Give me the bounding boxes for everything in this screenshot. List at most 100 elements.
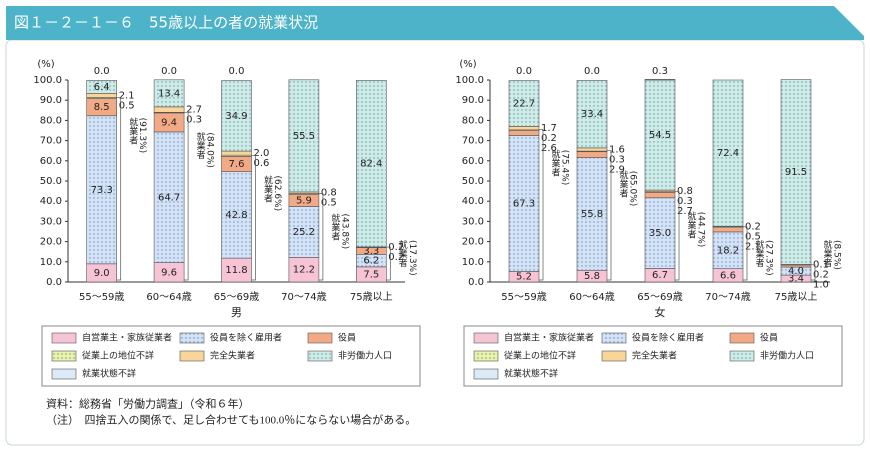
legend-swatch bbox=[52, 333, 76, 343]
employed-label: 就業者 bbox=[822, 239, 833, 267]
bar-segment bbox=[645, 79, 675, 80]
value-label: 25.2 bbox=[293, 227, 315, 238]
value-label: 0.3 bbox=[652, 66, 668, 77]
employed-value: (43.8%) bbox=[339, 214, 349, 250]
value-label: 5.2 bbox=[516, 272, 532, 283]
x-axis-title: 男 bbox=[231, 306, 242, 319]
value-label: 6.2 bbox=[363, 256, 379, 267]
value-label: 4.0 bbox=[788, 266, 804, 277]
y-tick-label: 40.0 bbox=[40, 196, 62, 207]
legend-pattern bbox=[730, 351, 754, 361]
legend-label: 就業状態不詳 bbox=[504, 368, 558, 380]
employed-label: 就業者 bbox=[550, 149, 561, 177]
value-label: 0.0 bbox=[516, 66, 532, 77]
value-label: 35.0 bbox=[649, 228, 671, 239]
x-tick-label: 75歳以上 bbox=[350, 291, 393, 303]
y-tick-label: 50.0 bbox=[462, 176, 484, 187]
legend-swatch bbox=[474, 333, 498, 343]
legend-swatch bbox=[52, 369, 76, 379]
value-label: 0.6 bbox=[254, 158, 270, 169]
employed-label: 就業者 bbox=[686, 211, 697, 239]
x-tick-label: 55～59歳 bbox=[501, 291, 546, 303]
legend-label: 就業状態不詳 bbox=[82, 368, 136, 380]
employed-value: (27.3%) bbox=[764, 240, 774, 276]
x-tick-label: 60～64歳 bbox=[569, 291, 614, 303]
x-tick-label: 75歳以上 bbox=[775, 291, 818, 303]
x-tick-label: 70～74歳 bbox=[281, 291, 326, 303]
value-label: 6.6 bbox=[720, 270, 736, 281]
value-label: 91.5 bbox=[785, 167, 807, 178]
y-tick-label: 90.0 bbox=[40, 95, 62, 106]
y-tick-label: 30.0 bbox=[462, 216, 484, 227]
legend-pattern bbox=[602, 333, 626, 343]
bar-segment bbox=[509, 130, 539, 135]
legend-swatch bbox=[180, 351, 204, 361]
employed-label: 就業者 bbox=[195, 131, 206, 159]
y-tick-label: 100.0 bbox=[455, 75, 484, 86]
legend-label: 自営業主・家族従業者 bbox=[504, 332, 594, 344]
value-label: 11.8 bbox=[225, 265, 247, 276]
legend-swatch bbox=[308, 333, 332, 343]
y-tick-label: 30.0 bbox=[40, 216, 62, 227]
legend-label: 役員 bbox=[338, 332, 356, 344]
value-label: 13.4 bbox=[158, 88, 180, 99]
legend-pattern bbox=[52, 351, 76, 361]
y-tick-label: 100.0 bbox=[33, 75, 62, 86]
value-label: 0.0 bbox=[229, 66, 245, 77]
employed-value: (65.0%) bbox=[628, 171, 638, 207]
employed-label: 就業者 bbox=[618, 170, 629, 198]
value-label: 8.5 bbox=[94, 102, 110, 113]
x-tick-label: 60～64歳 bbox=[146, 291, 191, 303]
value-label: 9.6 bbox=[161, 267, 177, 278]
value-label: 12.2 bbox=[293, 265, 315, 276]
value-label: 18.2 bbox=[717, 245, 739, 256]
value-label: 82.4 bbox=[360, 159, 382, 170]
bar-segment bbox=[781, 265, 811, 267]
y-tick-label: 70.0 bbox=[462, 136, 484, 147]
employed-value: (62.6%) bbox=[272, 176, 282, 212]
legend-label: 役員を除く雇用者 bbox=[632, 332, 704, 344]
legend-pattern bbox=[474, 351, 498, 361]
value-label: 0.0 bbox=[94, 66, 110, 77]
x-tick-label: 65～69歳 bbox=[637, 291, 682, 303]
x-axis-title: 女 bbox=[655, 305, 666, 319]
value-label: 0.0 bbox=[161, 66, 177, 77]
value-label: 54.5 bbox=[649, 130, 671, 141]
value-label: 0.5 bbox=[321, 198, 337, 209]
bar-segment bbox=[222, 151, 252, 155]
bar-segment bbox=[713, 228, 743, 232]
value-label: 55.8 bbox=[581, 209, 603, 220]
employed-label: 就業者 bbox=[262, 174, 273, 202]
y-tick-label: 60.0 bbox=[462, 156, 484, 167]
value-label: 64.7 bbox=[158, 192, 180, 203]
y-unit: (%) bbox=[459, 59, 476, 70]
employed-label: 就業者 bbox=[127, 116, 138, 144]
bar-segment bbox=[509, 126, 539, 129]
employed-value: (8.5%) bbox=[832, 240, 842, 270]
y-tick-label: 90.0 bbox=[462, 95, 484, 106]
y-tick-label: 20.0 bbox=[462, 237, 484, 248]
y-tick-label: 20.0 bbox=[40, 237, 62, 248]
value-label: 0.5 bbox=[119, 100, 135, 111]
x-tick-label: 55～59歳 bbox=[79, 291, 124, 303]
value-label: 42.8 bbox=[225, 210, 247, 221]
value-label: 73.3 bbox=[91, 185, 113, 196]
legend-label: 非労働力人口 bbox=[760, 350, 814, 362]
title: 図１－２－１－６ 55歳以上の者の就業状況 bbox=[14, 14, 318, 32]
employed-value: (75.4%) bbox=[560, 150, 570, 186]
value-label: 7.6 bbox=[229, 159, 245, 170]
y-tick-label: 80.0 bbox=[40, 115, 62, 126]
legend-swatch bbox=[602, 351, 626, 361]
x-tick-label: 70～74歳 bbox=[705, 291, 750, 303]
value-label: 5.8 bbox=[584, 271, 600, 282]
y-tick-label: 0.0 bbox=[468, 277, 484, 288]
legend-label: 完全失業者 bbox=[210, 350, 255, 362]
employed-label: 就業者 bbox=[397, 239, 408, 267]
y-tick-label: 10.0 bbox=[40, 257, 62, 268]
bar-segment bbox=[645, 192, 675, 197]
y-tick-label: 60.0 bbox=[40, 156, 62, 167]
y-tick-label: 0.0 bbox=[46, 277, 62, 288]
y-tick-label: 40.0 bbox=[462, 196, 484, 207]
value-label: 9.0 bbox=[94, 268, 110, 279]
